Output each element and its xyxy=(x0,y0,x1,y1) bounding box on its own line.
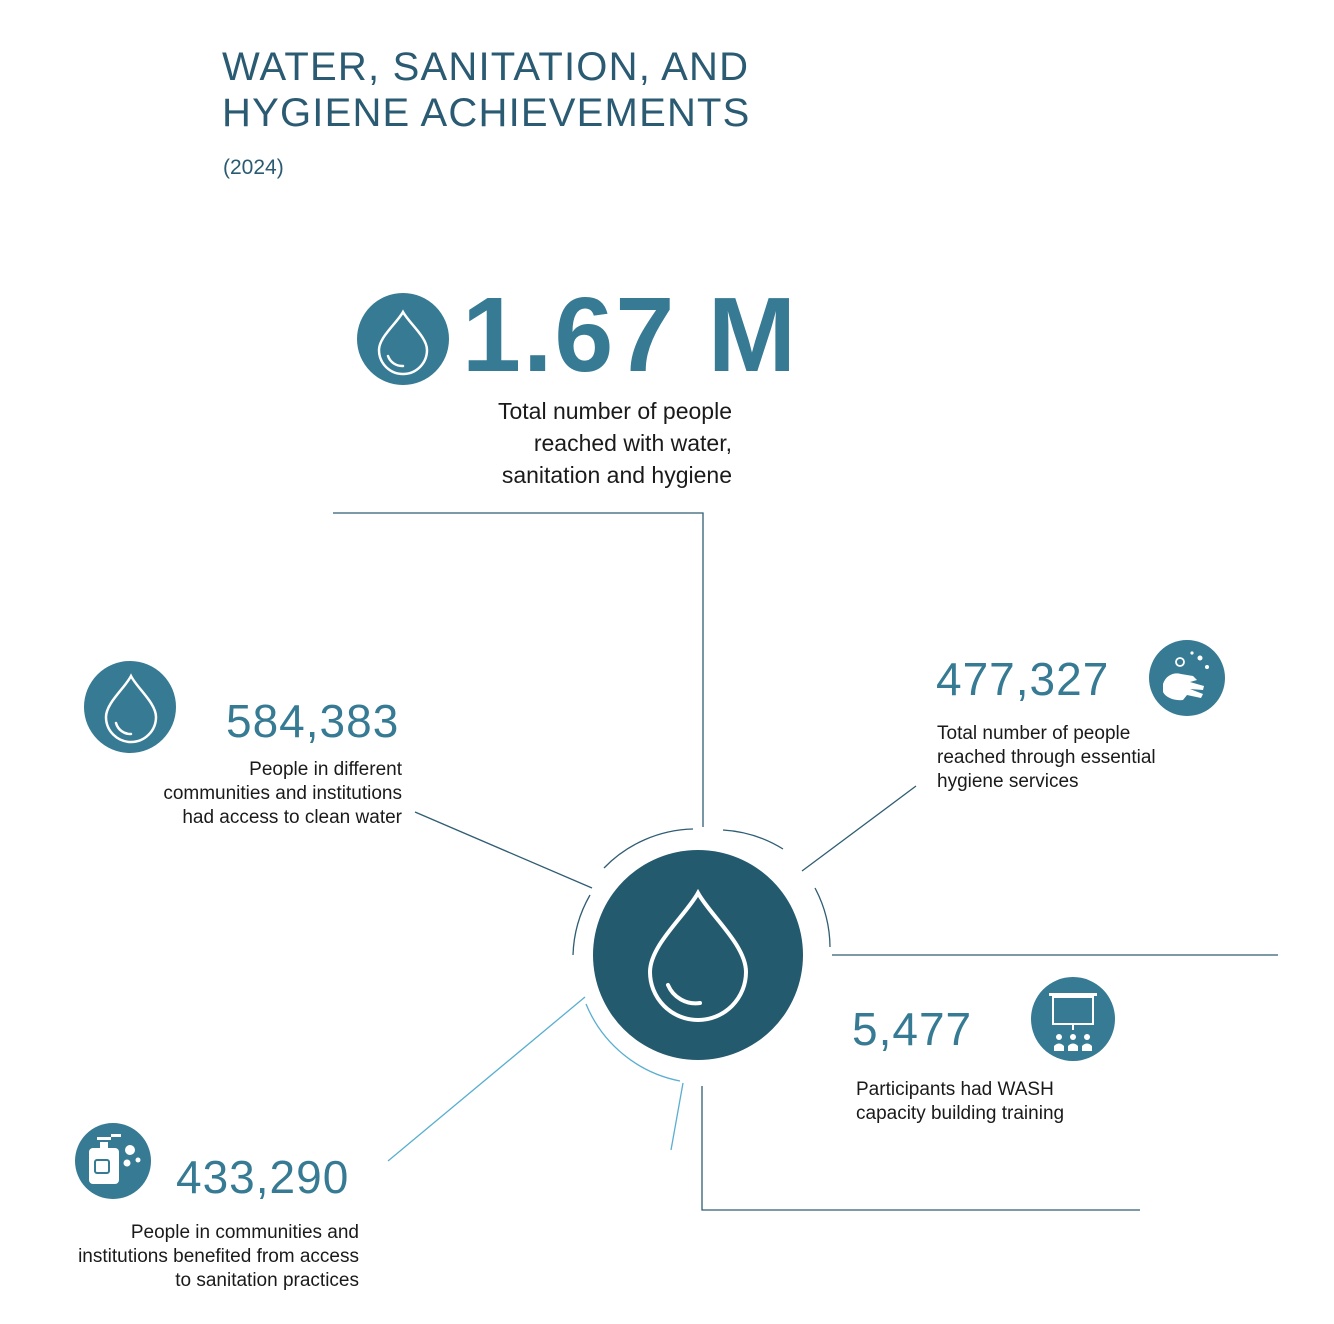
clean-water-desc-line: communities and institutions xyxy=(163,783,402,804)
connector-total xyxy=(333,512,704,827)
hygiene-value: 477,327 xyxy=(936,653,1110,705)
total-water-drop-icon xyxy=(357,293,449,385)
title-line-2: HYGIENE ACHIEVEMENTS xyxy=(222,91,751,135)
sanitation-desc-line: People in communities and xyxy=(130,1222,359,1243)
connector-lines xyxy=(333,512,1278,1211)
clean-water-drop-icon xyxy=(84,661,176,753)
total-desc-line: Total number of people xyxy=(498,398,732,424)
clean-water-description: People in different communities and inst… xyxy=(163,758,402,830)
hygiene-desc-line: reached through essential xyxy=(937,747,1156,768)
training-value: 5,477 xyxy=(852,1003,973,1055)
clean-water-desc-line: People in different xyxy=(249,759,402,780)
sanitation-value: 433,290 xyxy=(176,1151,350,1203)
sanitation-desc-line: to sanitation practices xyxy=(175,1270,359,1291)
training-desc-line: capacity building training xyxy=(856,1103,1065,1124)
hygiene-desc-line: hygiene services xyxy=(937,771,1079,792)
connector-hygiene xyxy=(801,785,917,872)
training-presentation-icon xyxy=(1031,977,1115,1061)
clean-water-value: 584,383 xyxy=(226,695,400,747)
hygiene-desc-line: Total number of people xyxy=(937,723,1131,744)
sanitation-description: People in communities and institutions b… xyxy=(78,1221,359,1293)
hub-water-drop-icon xyxy=(593,850,803,1060)
connector-clean-water xyxy=(414,811,593,889)
training-description: Participants had WASH capacity building … xyxy=(856,1078,1064,1126)
connector-sanitation xyxy=(387,996,586,1162)
sanitation-desc-line: institutions benefited from access xyxy=(78,1246,359,1267)
training-desc-line: Participants had WASH xyxy=(856,1079,1054,1100)
soap-bottle-icon xyxy=(75,1123,151,1199)
total-reached-description: Total number of people reached with wate… xyxy=(498,395,732,491)
year-label: (2024) xyxy=(223,156,284,179)
title-line-1: WATER, SANITATION, AND xyxy=(222,45,750,89)
hygiene-description: Total number of people reached through e… xyxy=(937,722,1156,794)
connector-short xyxy=(670,1082,684,1151)
clean-water-desc-line: had access to clean water xyxy=(182,807,402,828)
connector-bottom xyxy=(701,1086,1140,1211)
total-desc-line: sanitation and hygiene xyxy=(501,462,732,488)
handwashing-icon xyxy=(1149,640,1225,716)
hub-ring-arcs xyxy=(572,828,831,1082)
total-reached-value: 1.67 M xyxy=(462,276,799,394)
total-desc-line: reached with water, xyxy=(533,430,732,456)
page-title: WATER, SANITATION, AND HYGIENE ACHIEVEME… xyxy=(222,44,922,136)
